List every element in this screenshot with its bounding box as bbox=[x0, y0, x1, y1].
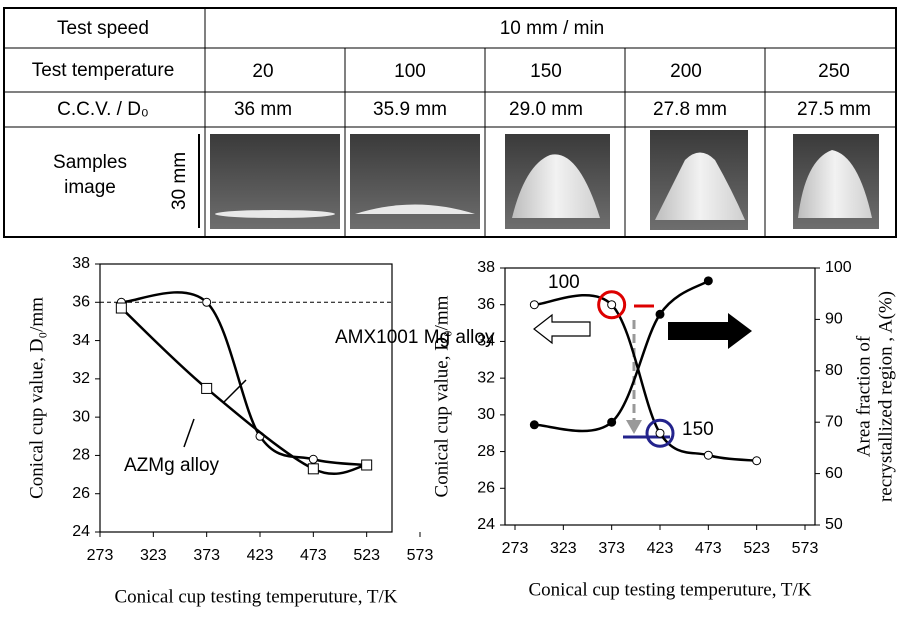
x-tick-label: 573 bbox=[407, 547, 434, 564]
marker bbox=[308, 454, 318, 464]
cell: C.C.V. / D₀ bbox=[57, 99, 149, 120]
x-tick-label: 423 bbox=[647, 540, 674, 557]
y2-tick-label: 80 bbox=[825, 362, 843, 379]
y2-tick-label: 50 bbox=[825, 516, 843, 533]
y-tick-label: 30 bbox=[72, 408, 90, 425]
y2-tick-label: 60 bbox=[825, 465, 843, 482]
cell: 27.5 mm bbox=[797, 99, 871, 120]
marker bbox=[529, 300, 539, 310]
marker bbox=[307, 463, 319, 475]
cell: Test temperature bbox=[32, 60, 175, 81]
y-tick-label: 30 bbox=[477, 406, 495, 423]
x-tick-label: 373 bbox=[193, 547, 220, 564]
chart-decor bbox=[183, 304, 752, 448]
y-axis-label: Conical cup value, D₀/mm bbox=[431, 295, 452, 497]
x-tick-label: 573 bbox=[792, 540, 819, 557]
y-tick-label: 24 bbox=[477, 516, 495, 533]
y-tick-label: 36 bbox=[72, 294, 90, 311]
x-tick-label: 473 bbox=[300, 547, 327, 564]
cell: 27.8 mm bbox=[653, 99, 727, 120]
highlight bbox=[597, 290, 627, 320]
y2-tick-label: 70 bbox=[825, 413, 843, 430]
x-tick-label: 273 bbox=[87, 547, 114, 564]
y2-axis-label: recrystallized region , A(%) bbox=[875, 291, 896, 502]
x-tick-label: 373 bbox=[598, 540, 625, 557]
cell: Test speed bbox=[57, 18, 149, 39]
marker bbox=[655, 428, 665, 438]
annotation: 100 bbox=[548, 272, 580, 293]
marker bbox=[703, 276, 713, 286]
series-line bbox=[120, 307, 367, 475]
x-tick-label: 473 bbox=[695, 540, 722, 557]
cell: 35.9 mm bbox=[373, 99, 447, 120]
y-axis-label: Conical cup value, D₀/mm bbox=[26, 297, 47, 499]
cell: 10 mm / min bbox=[500, 18, 605, 39]
x-tick-label: 323 bbox=[140, 547, 167, 564]
cell: 29.0 mm bbox=[509, 99, 583, 120]
x-tick-label: 523 bbox=[743, 540, 770, 557]
y-tick-label: 28 bbox=[477, 443, 495, 460]
x-tick-label: 423 bbox=[247, 547, 274, 564]
marker bbox=[752, 456, 762, 466]
marker bbox=[607, 417, 617, 427]
scale-label: 30 mm bbox=[169, 152, 190, 210]
y-tick-label: 32 bbox=[477, 369, 495, 386]
cell: 150 bbox=[530, 61, 562, 82]
y-tick-label: 26 bbox=[477, 480, 495, 497]
marker bbox=[655, 309, 665, 319]
table bbox=[3, 7, 897, 238]
annotation: 150 bbox=[682, 419, 714, 440]
x-axis-label: Conical cup testing temperuture, T/K bbox=[529, 579, 812, 600]
y-tick-label: 32 bbox=[72, 370, 90, 387]
highlight bbox=[645, 418, 675, 448]
cell-wrap: Samples image bbox=[53, 152, 127, 198]
marker bbox=[703, 450, 713, 460]
series-line bbox=[534, 279, 710, 433]
sample-images bbox=[210, 130, 879, 230]
annotation: AMX1001 Mg alloy bbox=[335, 327, 495, 348]
y-tick-label: 28 bbox=[72, 447, 90, 464]
marker bbox=[115, 302, 127, 314]
marker bbox=[202, 297, 212, 307]
cell: Samples image bbox=[53, 152, 127, 198]
marker bbox=[529, 420, 539, 430]
series-line bbox=[121, 291, 367, 467]
y-tick-label: 34 bbox=[477, 333, 495, 350]
marker bbox=[607, 300, 617, 310]
cell: 36 mm bbox=[234, 99, 292, 120]
plot-frame bbox=[99, 263, 393, 533]
cell: 250 bbox=[818, 61, 850, 82]
x-tick-label: 273 bbox=[502, 540, 529, 557]
y-tick-label: 26 bbox=[72, 485, 90, 502]
y2-tick-label: 90 bbox=[825, 311, 843, 328]
cell: 200 bbox=[670, 61, 702, 82]
x-tick-label: 323 bbox=[550, 540, 577, 557]
y2-tick-label: 100 bbox=[825, 259, 852, 276]
x-axis-label: Conical cup testing temperuture, T/K bbox=[115, 586, 398, 607]
y2-axis-label: Area fraction of bbox=[853, 335, 874, 457]
plot-frame bbox=[504, 267, 816, 526]
y-tick-label: 36 bbox=[477, 296, 495, 313]
y-tick-label: 24 bbox=[72, 523, 90, 540]
x-tick-label: 523 bbox=[353, 547, 380, 564]
cell: 100 bbox=[394, 61, 426, 82]
y-tick-label: 38 bbox=[72, 255, 90, 272]
annotation: AZMg alloy bbox=[124, 455, 220, 476]
y-tick-label: 38 bbox=[477, 259, 495, 276]
cell: 20 bbox=[252, 61, 273, 82]
marker bbox=[361, 459, 373, 471]
marker bbox=[201, 382, 213, 394]
y-tick-label: 34 bbox=[72, 332, 90, 349]
